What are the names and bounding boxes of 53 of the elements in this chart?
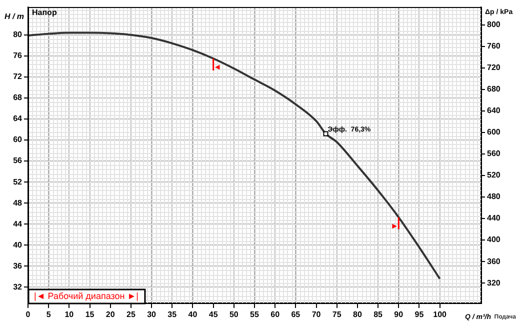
y-tick-label: 52 — [13, 177, 23, 186]
x-tick-label: 85 — [374, 310, 384, 320]
y2-tick-label: 440 — [487, 214, 501, 223]
x-tick-label: 60 — [270, 310, 280, 320]
annotation: ► — [390, 222, 399, 231]
y-tick-label: 72 — [13, 72, 23, 82]
y-tick-label: 68 — [13, 93, 23, 102]
x-tick-label: 80 — [353, 310, 362, 320]
x-tick-label: 40 — [188, 310, 198, 320]
y-tick-label: 76 — [13, 51, 23, 60]
x-tick-label: 75 — [332, 310, 342, 320]
y2-tick-label: 520 — [487, 170, 501, 180]
y-tick-label: 48 — [13, 198, 23, 208]
y-tick-label: 60 — [13, 135, 23, 144]
y2-tick-label: 680 — [487, 84, 501, 94]
x-tick-label: 30 — [147, 310, 157, 320]
x-tick-label: 70 — [312, 310, 322, 320]
y2-tick-label: 640 — [487, 106, 501, 116]
y2-tick-label: 600 — [487, 128, 501, 137]
x-tick-label: 0 — [26, 310, 31, 320]
x-tick-label: 65 — [291, 310, 301, 320]
y2-tick-label: 800 — [487, 20, 501, 29]
chart-title: Напор — [32, 8, 57, 18]
y2-tick-label: 760 — [487, 41, 501, 50]
y-tick-label: 44 — [13, 219, 23, 228]
x-tick-label: 95 — [414, 310, 424, 320]
y2-tick-label: 480 — [487, 192, 501, 202]
x-tick-label: 25 — [126, 310, 136, 320]
y-tick-label: 80 — [13, 30, 23, 40]
y-axis-title: H / m — [4, 12, 24, 22]
y-tick-label: 40 — [13, 240, 23, 250]
y-tick-label: 56 — [13, 156, 23, 166]
y2-tick-label: 400 — [487, 235, 501, 244]
y-tick-label: 36 — [13, 261, 23, 270]
x-tick-label: 90 — [394, 310, 404, 320]
y2-tick-label: 320 — [487, 278, 501, 288]
x-tick-label: 35 — [168, 310, 178, 320]
x-tick-label: 20 — [106, 310, 116, 320]
x-tick-label: 15 — [85, 310, 95, 320]
y2-tick-label: 560 — [487, 149, 501, 158]
x-tick-label: 100 — [433, 310, 448, 320]
annotation: ◄ — [213, 62, 222, 72]
x-tick-label: 50 — [229, 310, 239, 320]
y-tick-label: 32 — [13, 282, 23, 292]
x-tick-label: 45 — [208, 310, 218, 320]
y2-tick-label: 360 — [487, 256, 501, 266]
y-tick-label: 64 — [13, 114, 23, 124]
x-tick-label: 55 — [250, 310, 260, 320]
y2-tick-label: 720 — [487, 63, 501, 72]
x-tick-label: 10 — [64, 310, 74, 320]
line-series — [28, 32, 441, 280]
x-tick-label: 5 — [46, 310, 52, 320]
annotation: |◄ Рабочий диапазон ►| — [34, 290, 138, 301]
